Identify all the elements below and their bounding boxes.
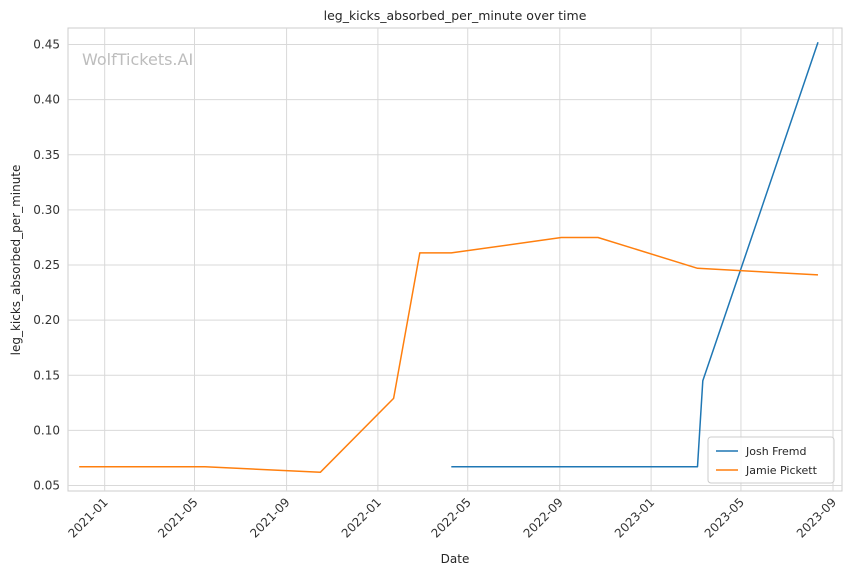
y-tick-label: 0.20 — [33, 313, 60, 327]
grid — [68, 28, 842, 491]
watermark: WolfTickets.AI — [82, 50, 193, 69]
y-axis-label: leg_kicks_absorbed_per_minute — [9, 165, 23, 356]
legend-label: Josh Fremd — [745, 445, 806, 458]
y-tick-labels: 0.05 0.10 0.15 0.20 0.25 0.30 0.35 0.40 0.45 — [33, 38, 60, 493]
x-tick-label: 2022-05 — [428, 495, 473, 540]
x-tick-label: 2021-09 — [247, 495, 292, 540]
x-tick-labels: 2021-01 2021-05 2021-09 2022-01 2022-05 2022-… — [65, 495, 839, 540]
y-tick-label: 0.10 — [33, 423, 60, 437]
series-lines — [79, 42, 819, 474]
legend: Josh Fremd Jamie Pickett — [707, 436, 835, 484]
x-axis-label: Date — [441, 552, 470, 566]
y-tick-label: 0.30 — [33, 203, 60, 217]
y-tick-label: 0.15 — [33, 368, 60, 382]
y-tick-label: 0.25 — [33, 258, 60, 272]
x-tick-label: 2023-01 — [612, 495, 657, 540]
legend-label: Jamie Pickett — [745, 464, 818, 477]
series-line — [451, 42, 819, 468]
y-tick-label: 0.35 — [33, 148, 60, 162]
series-line — [79, 236, 819, 474]
x-tick-label: 2021-05 — [155, 495, 200, 540]
x-tick-label: 2021-01 — [65, 495, 110, 540]
chart-title: leg_kicks_absorbed_per_minute over time — [324, 8, 587, 23]
x-tick-label: 2022-09 — [521, 495, 566, 540]
y-tick-label: 0.40 — [33, 93, 60, 107]
plot-area — [67, 27, 843, 492]
x-tick-label: 2022-01 — [339, 495, 384, 540]
x-tick-label: 2023-09 — [794, 495, 839, 540]
y-tick-label: 0.45 — [33, 38, 60, 52]
legend-box — [707, 436, 835, 484]
x-tick-label: 2023-05 — [702, 495, 747, 540]
y-tick-label: 0.05 — [33, 478, 60, 492]
